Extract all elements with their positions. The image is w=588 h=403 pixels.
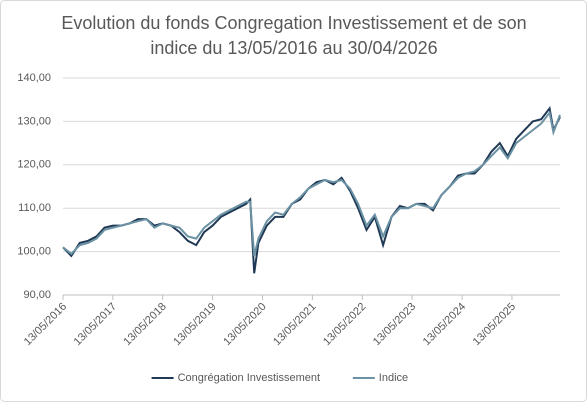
y-tick-label: 130,00 bbox=[17, 115, 51, 127]
y-tick-label: 120,00 bbox=[17, 159, 51, 171]
y-tick-label: 140,00 bbox=[17, 72, 51, 84]
y-tick-label: 90,00 bbox=[23, 289, 51, 301]
chart-title: indice du 13/05/2016 au 30/04/2026 bbox=[150, 38, 437, 58]
series-line bbox=[62, 110, 561, 257]
legend-label: Indice bbox=[379, 372, 408, 384]
chart-title: Evolution du fonds Congregation Investis… bbox=[61, 13, 526, 33]
legend-label: Congrégation Investissement bbox=[178, 372, 320, 384]
y-tick-label: 110,00 bbox=[18, 202, 51, 214]
y-tick-label: 100,00 bbox=[17, 246, 51, 258]
